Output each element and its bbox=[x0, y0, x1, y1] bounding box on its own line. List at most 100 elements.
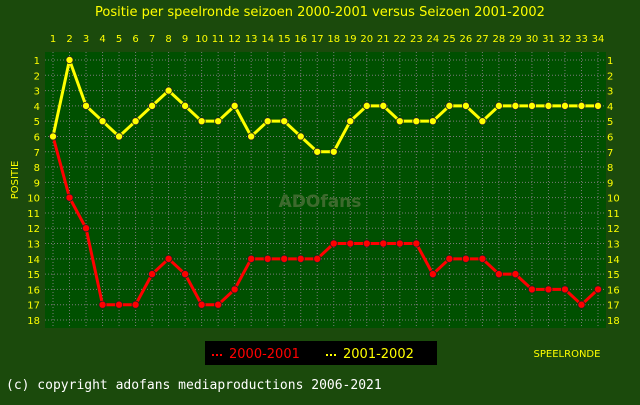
data-point bbox=[362, 101, 371, 110]
data-point bbox=[82, 101, 91, 110]
y-tick-label-right: 10 bbox=[607, 194, 620, 205]
copyright-footer: (c) copyright adofans mediaproductions 2… bbox=[6, 378, 382, 393]
data-point bbox=[594, 101, 603, 110]
data-point bbox=[395, 239, 404, 248]
y-tick-label-right: 3 bbox=[607, 87, 613, 98]
data-point bbox=[594, 285, 603, 294]
y-tick-label-right: 12 bbox=[607, 224, 620, 235]
data-point bbox=[164, 254, 173, 263]
data-point bbox=[544, 285, 553, 294]
data-point bbox=[98, 117, 107, 126]
series-2001-2002 bbox=[49, 56, 603, 156]
y-tick-label-left: 2 bbox=[34, 71, 40, 82]
legend-label: 2000-2001 bbox=[229, 347, 300, 362]
data-point bbox=[131, 300, 140, 309]
data-point bbox=[49, 132, 58, 141]
data-point bbox=[263, 254, 272, 263]
data-point bbox=[247, 132, 256, 141]
y-tick-label-left: 7 bbox=[34, 148, 40, 159]
y-tick-label-left: 5 bbox=[34, 117, 40, 128]
data-point bbox=[98, 300, 107, 309]
grid bbox=[45, 52, 606, 328]
y-tick-label-left: 13 bbox=[27, 240, 40, 251]
x-tick-label: 11 bbox=[212, 34, 225, 45]
watermark: ADOfans bbox=[279, 192, 362, 212]
legend-box bbox=[205, 341, 437, 365]
data-point bbox=[214, 300, 223, 309]
x-tick-label: 26 bbox=[460, 34, 473, 45]
x-axis-label: SPEELRONDE bbox=[534, 349, 601, 360]
x-tick-label: 29 bbox=[509, 34, 522, 45]
y-tick-label-left: 11 bbox=[27, 209, 40, 220]
x-tick-label: 18 bbox=[327, 34, 340, 45]
data-point bbox=[346, 239, 355, 248]
x-tick-label: 3 bbox=[83, 34, 89, 45]
x-tick-label: 4 bbox=[99, 34, 105, 45]
data-point bbox=[181, 270, 190, 279]
data-point bbox=[329, 147, 338, 156]
data-point bbox=[362, 239, 371, 248]
series-2000-2001 bbox=[49, 132, 603, 309]
x-tick-label: 22 bbox=[393, 34, 406, 45]
y-axis-label: POSITIE bbox=[10, 161, 21, 200]
y-tick-label-right: 15 bbox=[607, 270, 620, 281]
x-tick-label: 33 bbox=[575, 34, 588, 45]
x-tick-label: 8 bbox=[165, 34, 171, 45]
x-tick-label: 5 bbox=[116, 34, 122, 45]
x-tick-label: 13 bbox=[245, 34, 258, 45]
y-tick-label-right: 11 bbox=[607, 209, 620, 220]
x-tick-label: 19 bbox=[344, 34, 357, 45]
x-tick-label: 28 bbox=[493, 34, 506, 45]
data-point bbox=[527, 285, 536, 294]
y-tick-label-left: 6 bbox=[34, 132, 40, 143]
data-point bbox=[379, 239, 388, 248]
data-point bbox=[115, 300, 124, 309]
x-tick-label: 24 bbox=[426, 34, 439, 45]
data-point bbox=[511, 270, 520, 279]
series-line bbox=[51, 136, 600, 307]
y-tick-label-left: 9 bbox=[34, 178, 40, 189]
x-tick-labels: 1 2 3 4 5 6 7 8 9 10 11 12 13 14 15 16 17 18 19 20 21 22 23 24 2… bbox=[50, 34, 605, 45]
series bbox=[49, 56, 603, 309]
y-tick-label-left: 10 bbox=[27, 194, 40, 205]
data-point bbox=[494, 101, 503, 110]
data-point bbox=[478, 117, 487, 126]
y-tick-label-right: 6 bbox=[607, 132, 613, 143]
plot-area bbox=[45, 52, 606, 328]
y-tick-label-right: 14 bbox=[607, 255, 620, 266]
y-tick-label-right: 17 bbox=[607, 301, 620, 312]
data-point bbox=[148, 270, 157, 279]
data-point bbox=[230, 101, 239, 110]
y-tick-label-right: 16 bbox=[607, 285, 620, 296]
series-line bbox=[51, 58, 598, 154]
data-point bbox=[412, 239, 421, 248]
x-tick-label: 15 bbox=[278, 34, 291, 45]
y-tick-label-left: 16 bbox=[27, 285, 40, 296]
data-point bbox=[560, 101, 569, 110]
x-tick-label: 6 bbox=[132, 34, 138, 45]
data-point bbox=[197, 300, 206, 309]
data-point bbox=[230, 285, 239, 294]
data-point bbox=[164, 86, 173, 95]
y-tick-label-left: 8 bbox=[34, 163, 40, 174]
data-point bbox=[445, 254, 454, 263]
data-point bbox=[412, 117, 421, 126]
x-tick-label: 31 bbox=[542, 34, 555, 45]
legend-label: 2001-2002 bbox=[343, 347, 414, 362]
y-tick-label-left: 4 bbox=[34, 102, 40, 113]
x-tick-label: 9 bbox=[182, 34, 188, 45]
x-tick-label: 20 bbox=[360, 34, 373, 45]
y-tick-label-left: 15 bbox=[27, 270, 40, 281]
x-tick-label: 12 bbox=[228, 34, 241, 45]
legend: 2000-2001 2001-2002 bbox=[212, 347, 414, 362]
x-tick-label: 34 bbox=[592, 34, 605, 45]
x-tick-label: 25 bbox=[443, 34, 456, 45]
y-tick-label-left: 17 bbox=[27, 301, 40, 312]
data-point bbox=[379, 101, 388, 110]
data-point bbox=[313, 147, 322, 156]
data-point bbox=[263, 117, 272, 126]
x-tick-label: 7 bbox=[149, 34, 155, 45]
data-point bbox=[82, 224, 91, 233]
